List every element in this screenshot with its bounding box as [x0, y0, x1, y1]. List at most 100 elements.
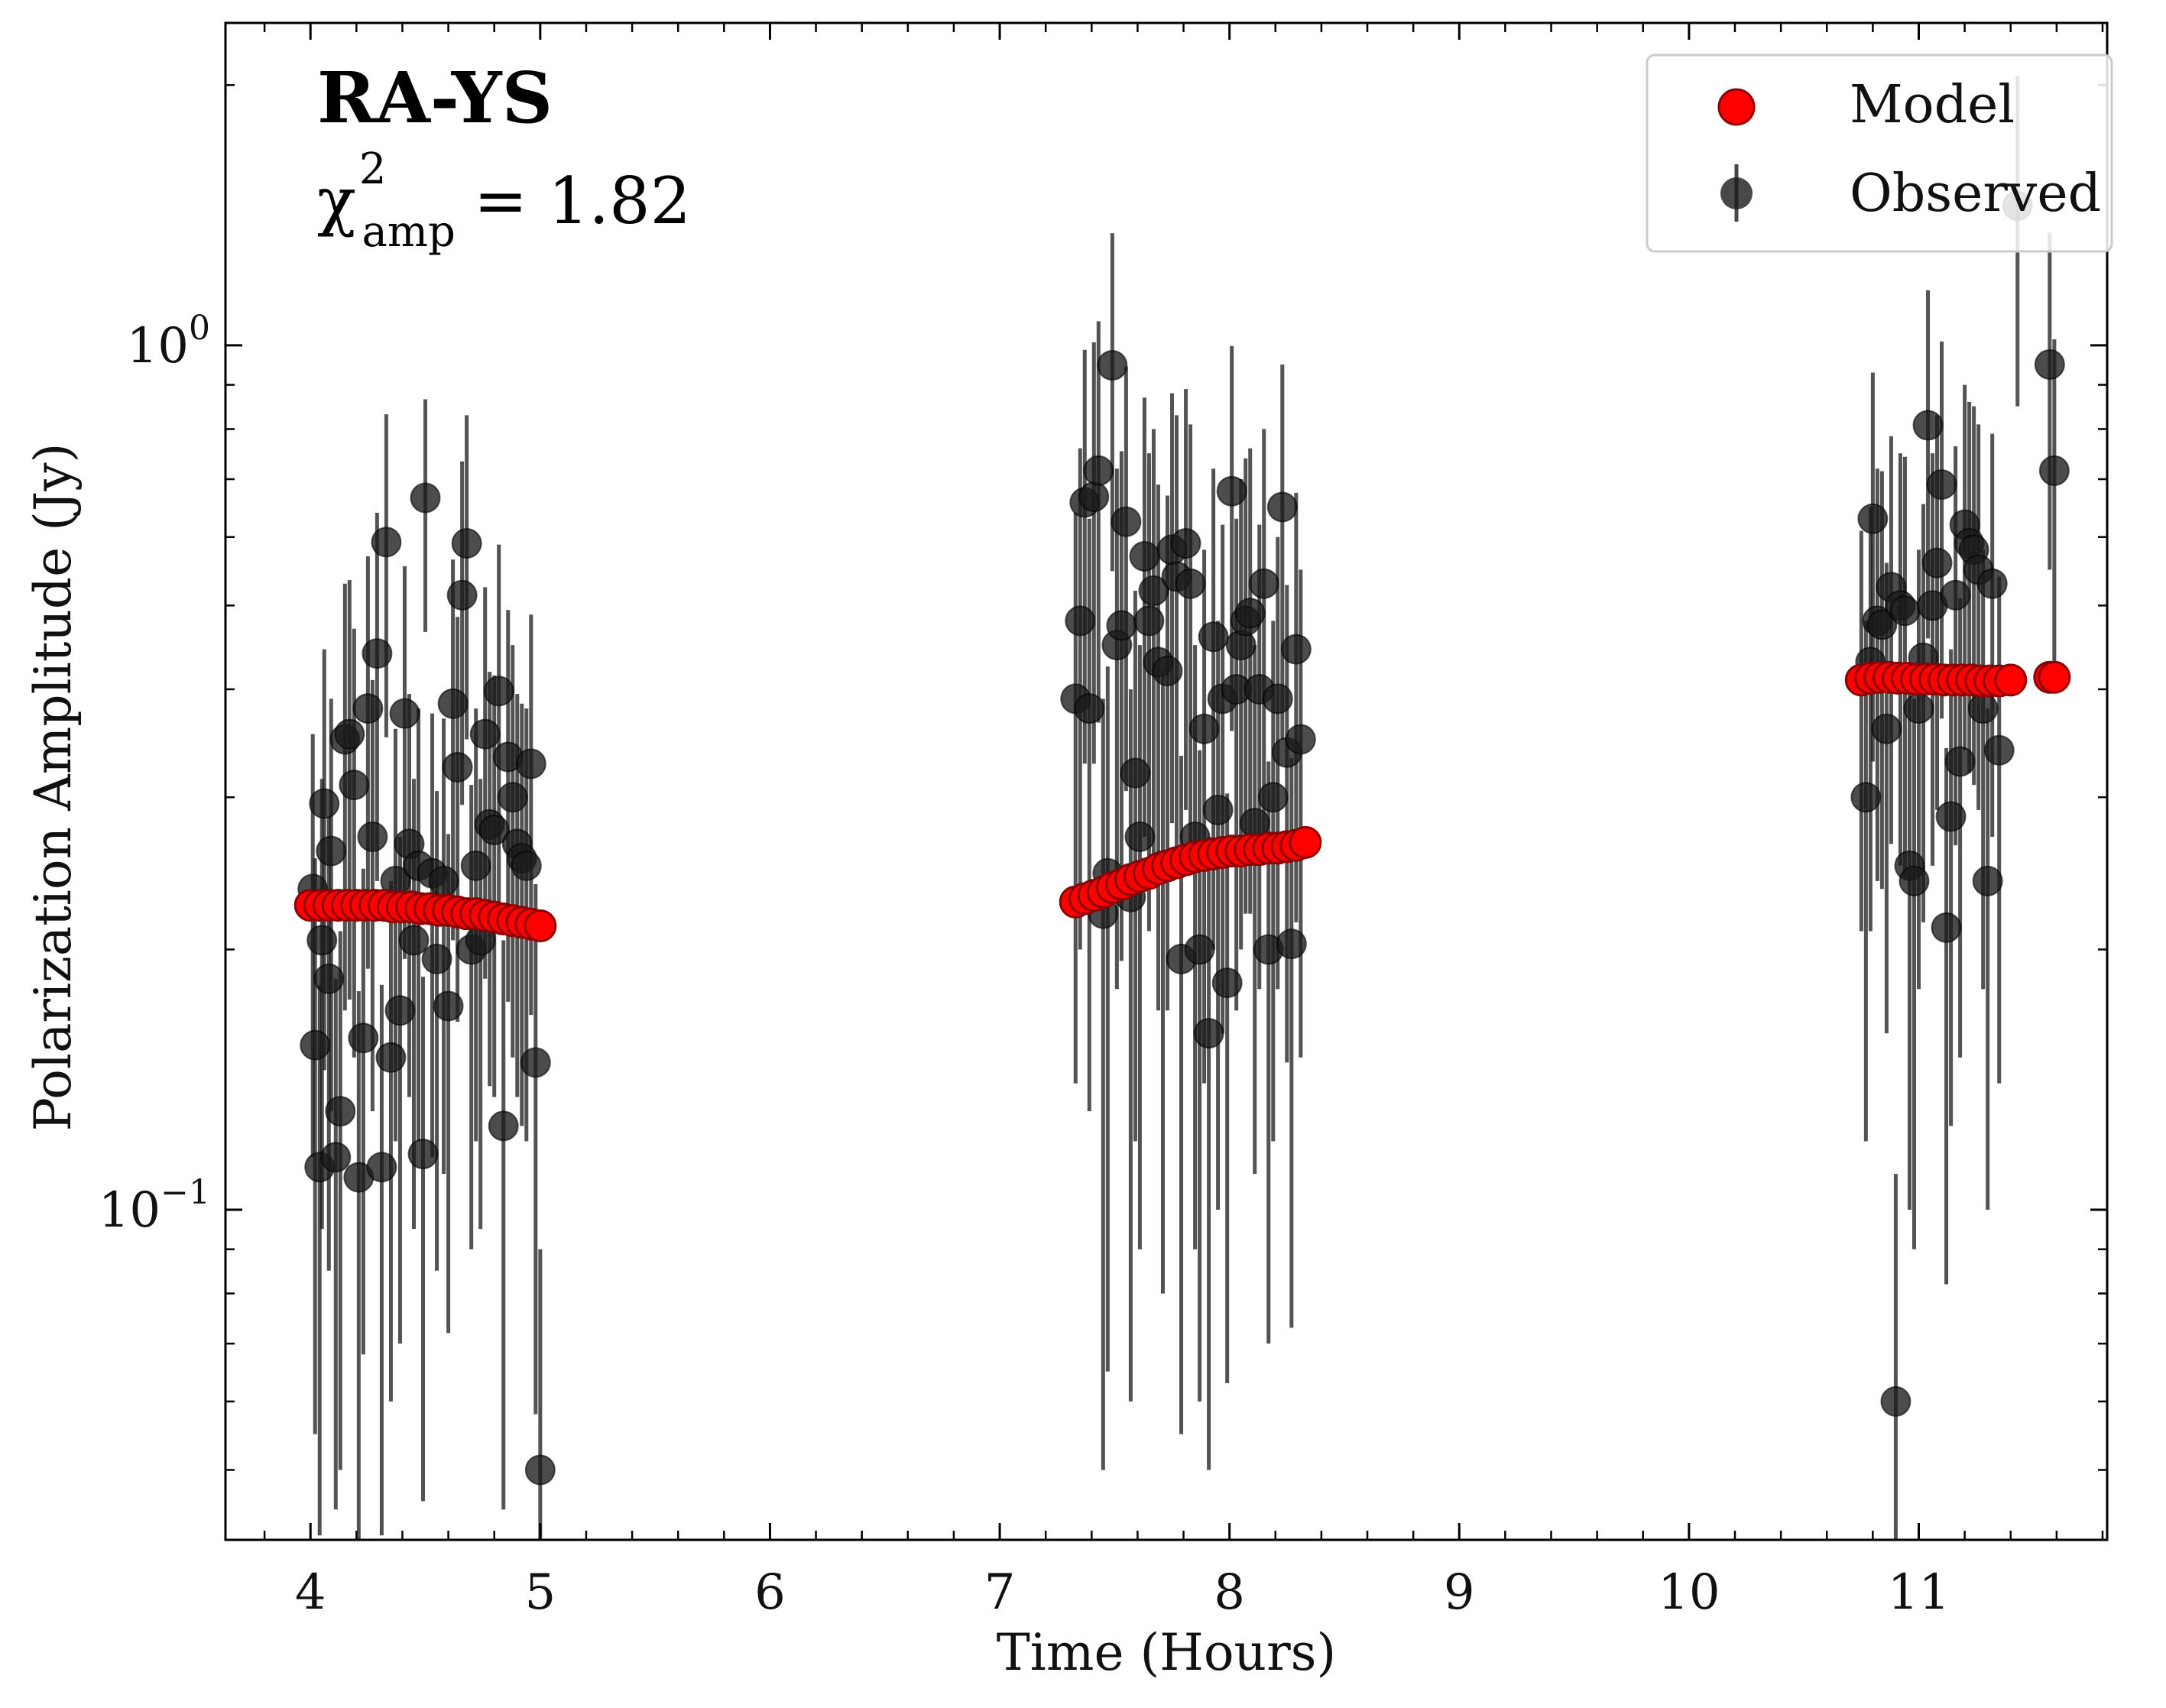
chi-symbol: χ — [317, 164, 356, 238]
observed-point — [421, 943, 452, 974]
observed-point — [428, 865, 459, 896]
observed-point — [1257, 782, 1289, 813]
observed-point — [1983, 734, 2015, 766]
observed-point — [334, 718, 365, 750]
x-tick-label: 10 — [1658, 1564, 1720, 1621]
y-tick-label: 10−1 — [99, 1173, 210, 1239]
x-tick-label: 5 — [524, 1564, 556, 1621]
observed-point — [511, 850, 542, 881]
model-point — [1994, 663, 2028, 697]
observed-point — [497, 782, 528, 813]
observed-point — [1912, 410, 1944, 441]
observed-point — [446, 579, 478, 611]
observed-point — [451, 528, 482, 559]
observed-point — [442, 751, 473, 783]
observed-point — [1280, 634, 1312, 665]
observed-point — [1120, 757, 1151, 789]
observed-point — [325, 1096, 356, 1127]
observed-point — [300, 1029, 331, 1061]
x-axis-label: Time (Hours) — [997, 1623, 1336, 1682]
plot-frame — [224, 21, 2109, 1541]
y-tick-base: 10 — [127, 318, 189, 374]
observed-point — [1276, 929, 1307, 960]
observed-point — [1083, 455, 1114, 486]
observed-point — [352, 693, 384, 724]
observed-point — [1976, 568, 2008, 599]
y-tick-exponent: 0 — [189, 309, 210, 348]
chi-subscript: amp — [362, 207, 456, 257]
legend-model-marker — [1717, 88, 1756, 126]
observed-point — [1198, 621, 1229, 653]
observed-point — [478, 815, 510, 846]
observed-point — [433, 990, 464, 1022]
observed-point — [1931, 912, 1962, 943]
observed-point — [1216, 475, 1247, 507]
observed-point — [1074, 693, 1105, 724]
observed-point — [488, 1110, 519, 1142]
legend-model-label: Model — [1850, 75, 2015, 135]
observed-point — [460, 850, 491, 881]
x-tick-label: 6 — [754, 1564, 786, 1621]
observed-point — [1871, 713, 1902, 744]
chi-superscript: 2 — [359, 144, 387, 194]
observed-point — [306, 925, 338, 956]
observed-point — [469, 718, 501, 750]
observed-point — [1926, 469, 1957, 501]
observed-point — [1266, 491, 1298, 523]
observed-point — [410, 482, 441, 514]
chi-value: = 1.82 — [474, 164, 691, 238]
observed-point — [1944, 746, 1976, 777]
observed-point — [524, 1454, 556, 1486]
observed-point — [1880, 1386, 1911, 1417]
x-tick-label: 8 — [1214, 1564, 1245, 1621]
y-tick-base: 10 — [99, 1182, 161, 1239]
observed-point — [398, 925, 430, 956]
observed-point — [437, 688, 469, 719]
observed-point — [1065, 605, 1096, 637]
observed-point — [1921, 547, 1953, 579]
observed-point — [1940, 579, 1971, 611]
observed-point — [1850, 782, 1882, 813]
observed-point — [1133, 605, 1165, 637]
observed-point — [339, 770, 370, 801]
observed-point — [1111, 506, 1142, 537]
observed-point — [362, 638, 393, 669]
observed-point — [371, 527, 402, 558]
observed-point — [316, 835, 347, 867]
observed-point — [1138, 575, 1169, 607]
chi-squared-annotation: χ2 amp = 1.82 — [317, 144, 691, 257]
observed-point — [1889, 595, 1921, 627]
observed-point — [1097, 350, 1128, 381]
observed-point — [407, 1139, 439, 1170]
observed-point — [1202, 794, 1234, 825]
observed-point — [389, 698, 420, 729]
observed-point — [309, 788, 340, 819]
legend: Model Observed — [1646, 53, 2113, 253]
y-tick-exponent: −1 — [161, 1173, 210, 1212]
model-point — [524, 909, 557, 943]
observed-point — [1124, 822, 1156, 853]
observed-point — [1857, 503, 1889, 534]
x-tick-label: 11 — [1888, 1564, 1950, 1621]
observed-point — [1129, 540, 1160, 572]
observed-point — [313, 963, 345, 994]
legend-box — [1646, 53, 2113, 253]
observed-point — [1248, 568, 1279, 599]
model-point — [2038, 660, 2071, 694]
y-axis-label: Polarization Amplitude (Jy) — [24, 443, 83, 1132]
observed-point — [1234, 598, 1266, 629]
observed-point — [1211, 967, 1243, 999]
observed-point — [1903, 693, 1934, 724]
observed-point — [2038, 455, 2070, 486]
y-tick-label: 100 — [127, 309, 210, 374]
observed-point — [1935, 801, 1967, 832]
model-point — [1289, 825, 1322, 859]
x-tick-label: 4 — [295, 1564, 326, 1621]
observed-point — [483, 676, 514, 707]
observed-point — [375, 1042, 407, 1073]
observed-point — [1188, 713, 1220, 744]
observed-point — [1285, 724, 1316, 755]
observed-point — [1262, 683, 1293, 715]
observed-point — [520, 1047, 551, 1078]
observed-point — [357, 822, 388, 853]
